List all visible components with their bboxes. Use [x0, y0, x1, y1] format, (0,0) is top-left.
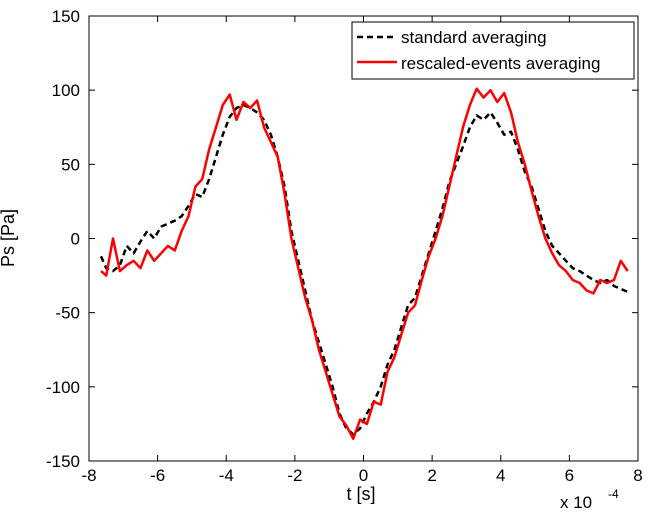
x-axis-exponent-label: x 10 — [560, 493, 592, 512]
x-axis-label: t [s] — [346, 484, 375, 504]
x-tick-label: -4 — [219, 466, 234, 485]
y-tick-label: 150 — [52, 7, 80, 26]
legend: standard averaging rescaled-events avera… — [351, 21, 635, 80]
axis-tick-labels: -8 -6 -4 -2 0 2 4 6 8 -150 -100 -50 0 50 100 150 — [46, 7, 643, 485]
y-axis-label: Ps [Pa] — [0, 209, 18, 267]
legend-label-rescaled-events-averaging: rescaled-events averaging — [401, 54, 600, 73]
x-tick-label: -2 — [287, 466, 302, 485]
x-axis-exponent-power: -4 — [608, 487, 619, 501]
y-tick-label: 100 — [52, 81, 80, 100]
x-tick-label: -6 — [150, 466, 165, 485]
y-tick-label: -150 — [46, 452, 80, 471]
y-tick-label: -100 — [46, 378, 80, 397]
x-tick-label: 6 — [565, 466, 574, 485]
x-tick-label: 2 — [427, 466, 436, 485]
legend-box — [351, 21, 635, 80]
x-tick-label: 4 — [496, 466, 505, 485]
x-tick-label: 8 — [633, 466, 642, 485]
y-tick-label: -50 — [55, 304, 80, 323]
legend-label-standard-averaging: standard averaging — [401, 28, 547, 47]
series-line-rescaled-events-averaging — [100, 87, 629, 441]
axis-ticks — [88, 15, 639, 462]
plot-area — [88, 15, 639, 462]
series-layer — [99, 87, 629, 441]
y-tick-label: 50 — [61, 155, 80, 174]
x-tick-label: 0 — [359, 466, 368, 485]
y-tick-label: 0 — [71, 230, 80, 249]
x-tick-label: -8 — [81, 466, 96, 485]
